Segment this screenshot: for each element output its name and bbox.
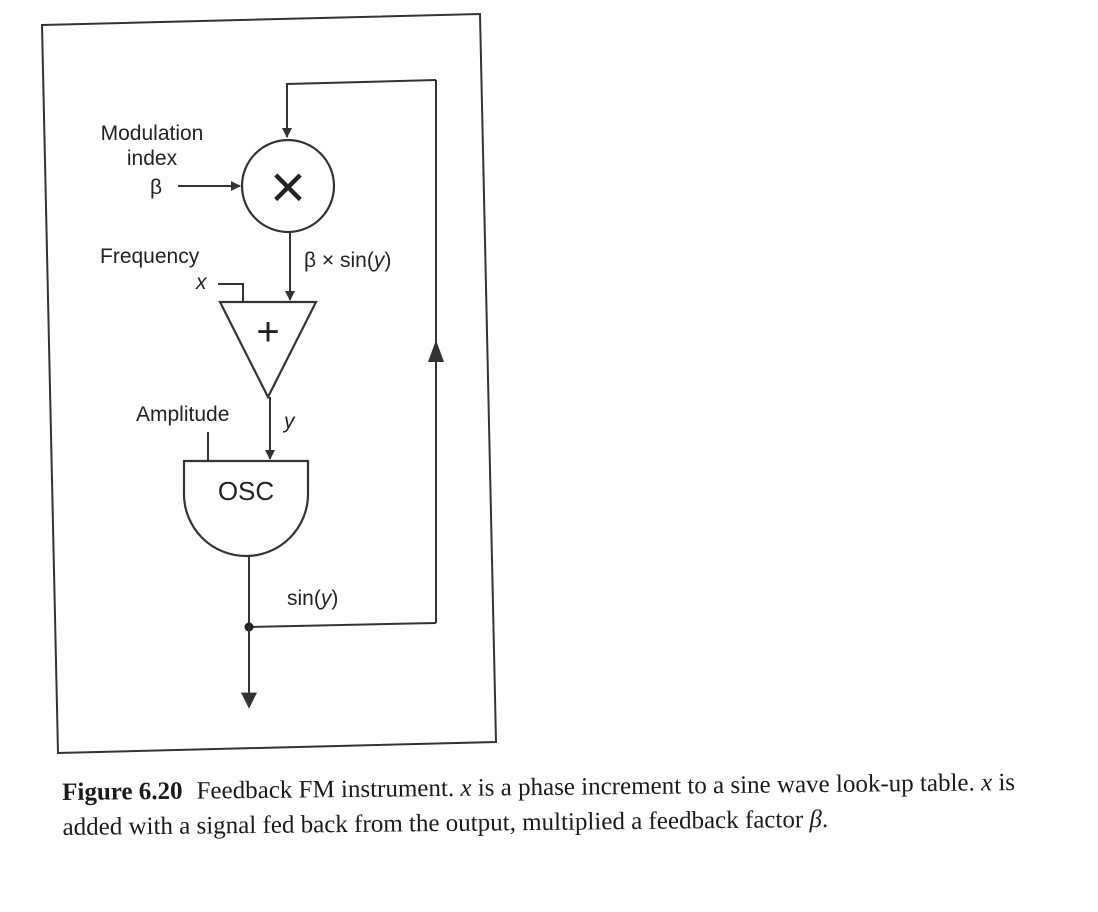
beta-input-label: β bbox=[150, 176, 162, 199]
caption-var-x-1: x bbox=[460, 774, 472, 802]
figure-number: Figure 6.20 bbox=[62, 777, 183, 806]
add-symbol: + bbox=[256, 310, 279, 354]
frequency-wire bbox=[218, 283, 244, 302]
x-input-label: x bbox=[195, 271, 208, 294]
multiplier-node bbox=[240, 138, 336, 234]
feedback-tap-wire bbox=[248, 622, 437, 628]
index-label: index bbox=[127, 147, 178, 170]
figure-frame bbox=[40, 12, 498, 755]
figure-caption: Figure 6.20 Feedback FM instrument. x is … bbox=[62, 765, 1063, 845]
frequency-label: Frequency bbox=[100, 245, 200, 268]
caption-text-4: . bbox=[821, 805, 829, 834]
modulation-label: Modulation bbox=[101, 122, 204, 145]
y-label: y bbox=[282, 410, 296, 433]
output-label: sin(y) bbox=[287, 587, 338, 610]
oscillator-node bbox=[182, 459, 310, 558]
osc-label: OSC bbox=[218, 476, 274, 506]
caption-text-2: is a phase increment to a sine wave look… bbox=[471, 769, 982, 802]
feedback-arrow bbox=[428, 340, 444, 362]
caption-var-beta: β bbox=[809, 806, 823, 834]
caption-text-1: Feedback FM instrument. bbox=[196, 774, 461, 805]
multiply-symbol: × bbox=[270, 153, 306, 222]
amplitude-label: Amplitude bbox=[136, 403, 229, 426]
feedback-top-wire bbox=[282, 79, 437, 138]
caption-var-x-2: x bbox=[980, 769, 993, 797]
product-label: β × sin(y) bbox=[304, 249, 391, 272]
adder-node bbox=[218, 300, 318, 400]
